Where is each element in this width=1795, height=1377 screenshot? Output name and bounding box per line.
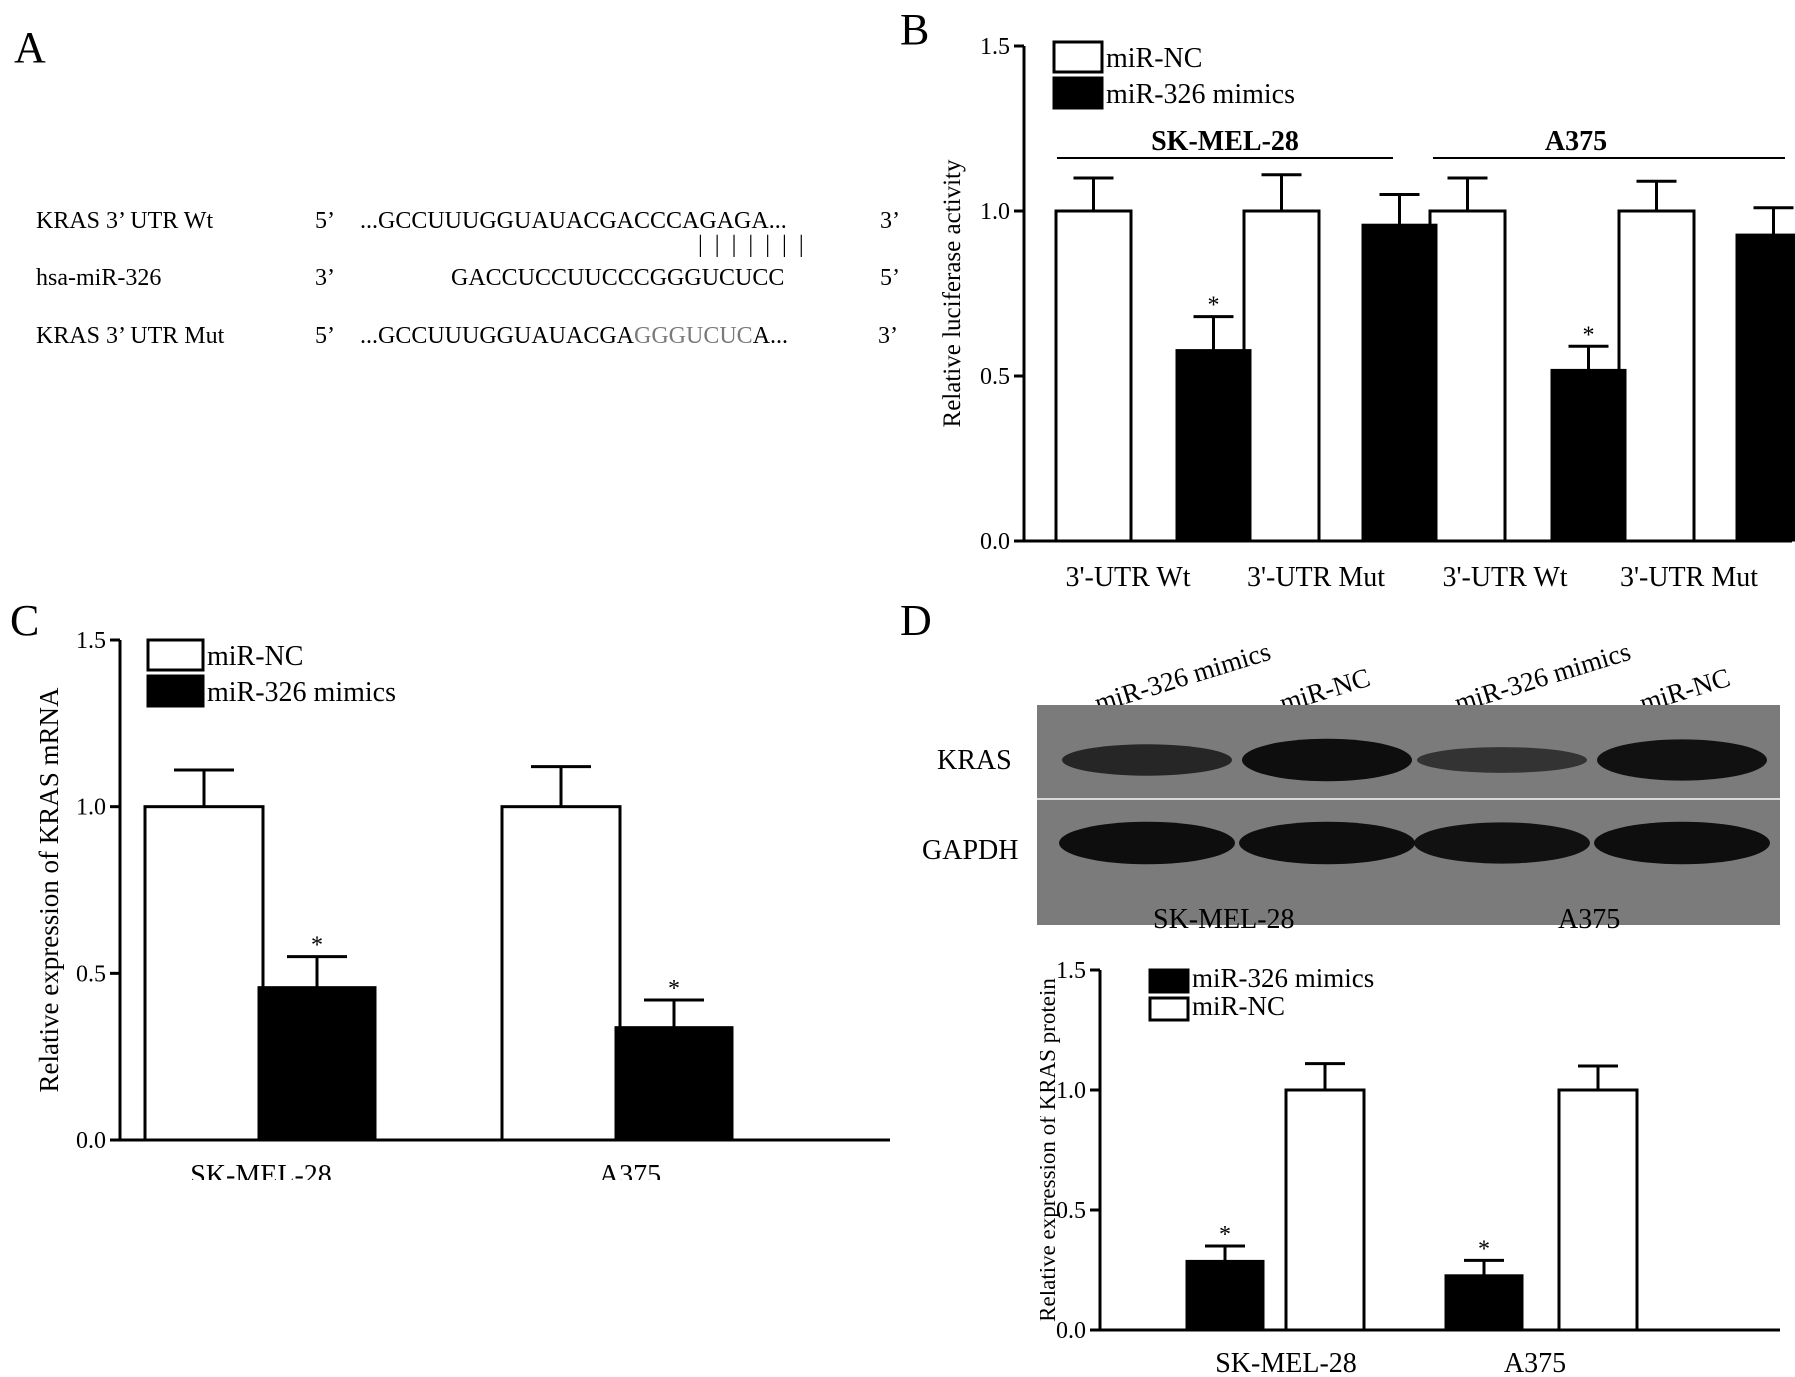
x-category-label: 3'-UTR Wt [1442,562,1567,593]
x-category-label: A375 [599,1160,661,1180]
panel-label-d: D [900,596,932,645]
bar [143,805,265,1142]
legend-swatch [146,638,205,672]
significance-mark: * [1583,322,1595,348]
significance-mark: * [668,976,680,1002]
panel-label-b: B [900,5,930,54]
bar [1175,349,1252,542]
y-tick-label: 1.0 [1056,1078,1086,1104]
seq-row-end-right: 3’ [878,323,898,349]
blot-band-kras [1242,738,1412,782]
y-axis-label: Relative expression of KRAS protein [1040,978,1060,1322]
blot-band-gapdh [1239,821,1415,865]
legend-label: miR-326 mimics [207,677,396,708]
legend-swatch [1148,968,1190,994]
legend-label: miR-NC [207,641,303,672]
bar [1428,209,1507,543]
significance-mark: * [1208,293,1220,319]
seq-row-name: KRAS 3’ UTR Mut [36,323,225,349]
y-tick-label: 0.0 [76,1128,106,1154]
y-axis-label: Relative luciferase activity [939,159,966,427]
y-axis-label: Relative expression of KRAS mRNA [34,687,64,1092]
blot-row-label: KRAS [937,745,1012,776]
x-category-label: 3'-UTR Mut [1247,562,1385,593]
bar [1242,209,1321,543]
blot-background [1037,705,1780,925]
blot-band-gapdh [1059,821,1235,865]
chart-b-luciferase: 0.0 0.5 1.0 1.5 Relative luciferase activity… [939,34,1795,593]
blot-band-kras [1062,744,1232,776]
bar [614,1026,734,1141]
blot-cell-label: SK-MEL-28 [1153,904,1295,935]
bar [1444,1274,1524,1331]
blot-band-gapdh [1594,821,1770,865]
seq-row-end-left: 3’ [315,265,335,291]
bar [1361,223,1438,542]
significance-mark: * [1219,1222,1231,1248]
legend-label: miR-326 mimics [1106,79,1295,110]
x-category-label: SK-MEL-28 [190,1160,332,1180]
y-tick-label: 0.5 [980,364,1010,390]
legend-label: miR-NC [1192,991,1285,1021]
bar [1185,1259,1265,1331]
y-tick-label: 1.5 [76,628,106,654]
x-category-label: A375 [1504,1348,1566,1377]
x-category-label: 3'-UTR Wt [1065,562,1190,593]
seq-row-end-right: 5’ [880,265,900,291]
seq-row-end-left: 5’ [315,323,335,349]
bar [500,805,622,1142]
blot-row-label: GAPDH [922,835,1019,866]
significance-mark: * [1478,1236,1490,1262]
y-tick-label: 0.0 [980,529,1010,555]
blot-image [1037,705,1780,925]
chart-c-mrna: 0.0 0.5 1.0 1.5 Relative expression of KRAS … [34,628,890,1180]
legend-swatch [1148,996,1190,1022]
seq-suffix: A... [752,323,789,349]
bar [1735,233,1795,542]
seq-mutated-site: GGGUCUC [634,323,753,349]
seq-row-name: KRAS 3’ UTR Wt [36,208,214,234]
seq-row-end-left: 5’ [315,208,335,234]
legend-swatch [1052,76,1104,110]
x-category-label: 3'-UTR Mut [1620,562,1758,593]
bar [1054,209,1133,543]
y-tick-label: 0.5 [76,961,106,987]
legend-swatch [1052,40,1104,74]
seq-row-end-right: 3’ [880,208,900,234]
blot-band-kras [1417,747,1587,773]
bar [1557,1088,1639,1332]
panel-label-c: C [10,596,40,645]
group-label: SK-MEL-28 [1151,126,1299,157]
legend-swatch [146,674,205,708]
bar [257,986,377,1141]
y-tick-label: 1.0 [980,199,1010,225]
group-label: A375 [1545,126,1607,157]
y-tick-label: 0.5 [1056,1198,1086,1224]
x-category-label: SK-MEL-28 [1215,1348,1357,1377]
seq-prefix: ...GCCUUUGGUAUACGA [360,323,635,349]
y-tick-label: 0.0 [1056,1318,1086,1344]
legend-label: miR-NC [1106,43,1202,74]
seq-row-sequence: ...GCCUUUGGUAUACGAGGGUCUCA... [360,323,788,350]
legend-label: miR-326 mimics [1192,963,1374,993]
y-tick-label: 1.5 [980,34,1010,60]
y-tick-label: 1.5 [1056,958,1086,984]
bar [1617,209,1696,543]
blot-band-kras [1597,739,1767,781]
seq-row-sequence: ...GCCUUUGGUAUACGACCCAGAGA... [360,208,787,234]
seq-row-sequence: GACCUCCUUCCCGGGUCUCC [451,265,785,291]
pairing-lines: | | | | | | | [698,232,807,258]
bar [1550,368,1627,542]
panel-label-a: A [14,23,46,72]
seq-row-name: hsa-miR-326 [36,265,162,291]
y-tick-label: 1.0 [76,795,106,821]
significance-mark: * [311,933,323,959]
blot-cell-label: A375 [1558,904,1621,935]
blot-band-gapdh [1414,822,1590,864]
bar [1284,1088,1366,1332]
